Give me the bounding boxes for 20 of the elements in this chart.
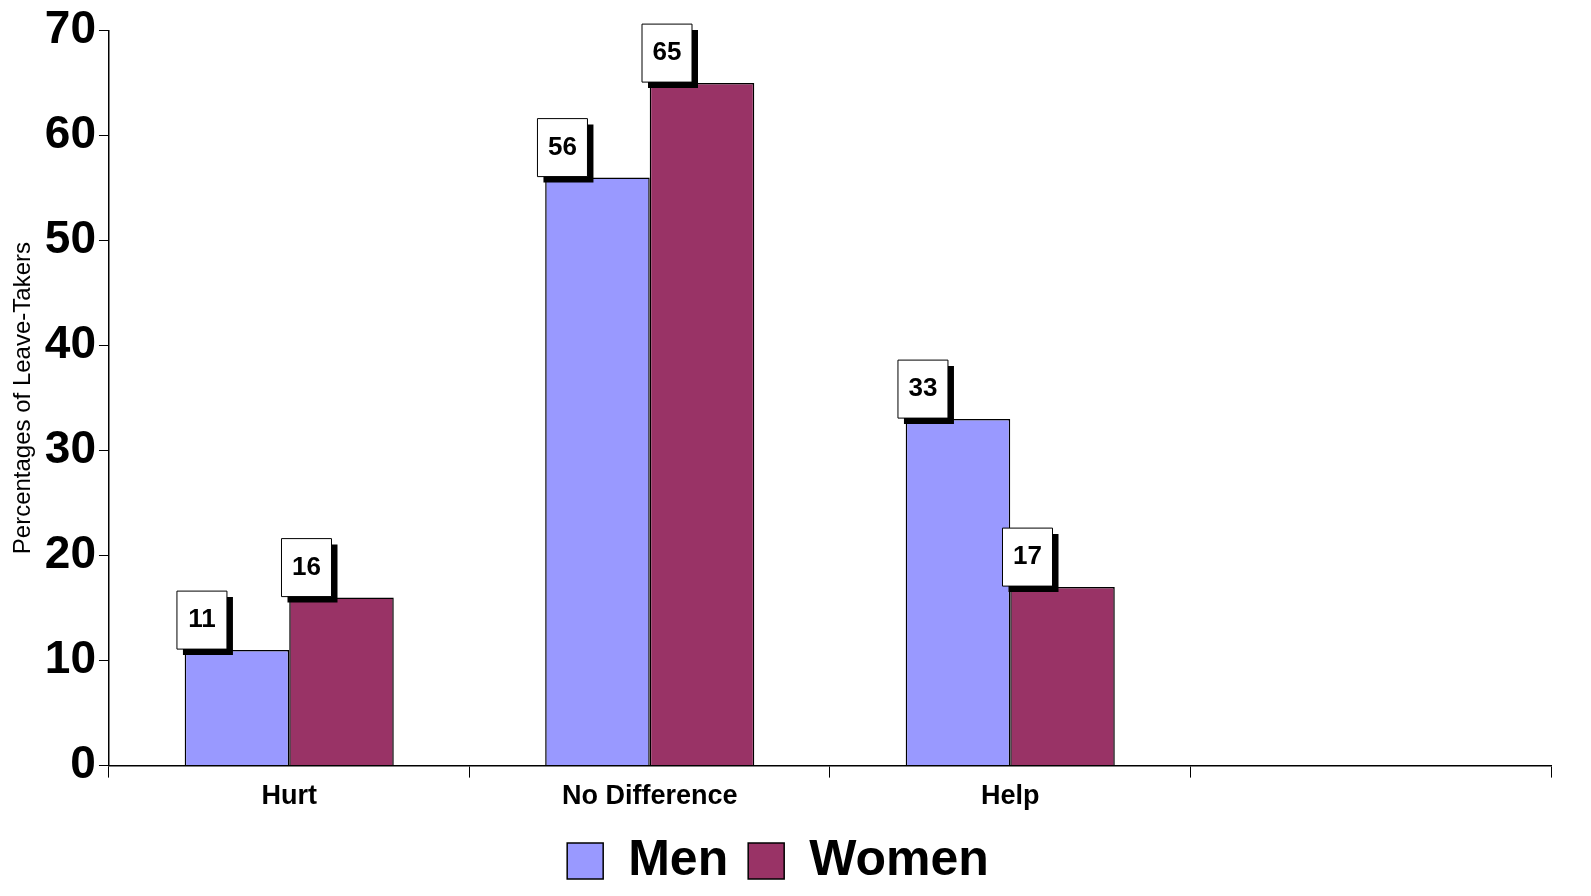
y-tick-label: 0 [70, 736, 96, 789]
y-tick-label: 40 [44, 316, 96, 369]
legend-label: Women [809, 829, 989, 886]
data-label: 33 [908, 372, 938, 403]
x-tick-label: No Difference [561, 780, 738, 811]
legend-label: Men [628, 829, 729, 886]
data-label: 16 [292, 550, 321, 581]
y-tick-label: 30 [44, 421, 96, 474]
y-tick-label: 20 [44, 526, 96, 579]
x-tick-label: Help [980, 780, 1040, 811]
data-label: 56 [547, 130, 577, 161]
y-tick-label: 60 [44, 106, 96, 159]
data-label: 65 [652, 36, 682, 67]
data-label: 17 [1013, 540, 1042, 571]
y-axis-title: Percentages of Leave-Takers [8, 242, 36, 555]
y-tick-label: 50 [44, 211, 96, 264]
x-tick-label: Hurt [261, 780, 317, 811]
y-tick-label: 10 [44, 631, 96, 684]
y-tick-label: 70 [44, 1, 96, 54]
data-label: 11 [188, 603, 216, 634]
